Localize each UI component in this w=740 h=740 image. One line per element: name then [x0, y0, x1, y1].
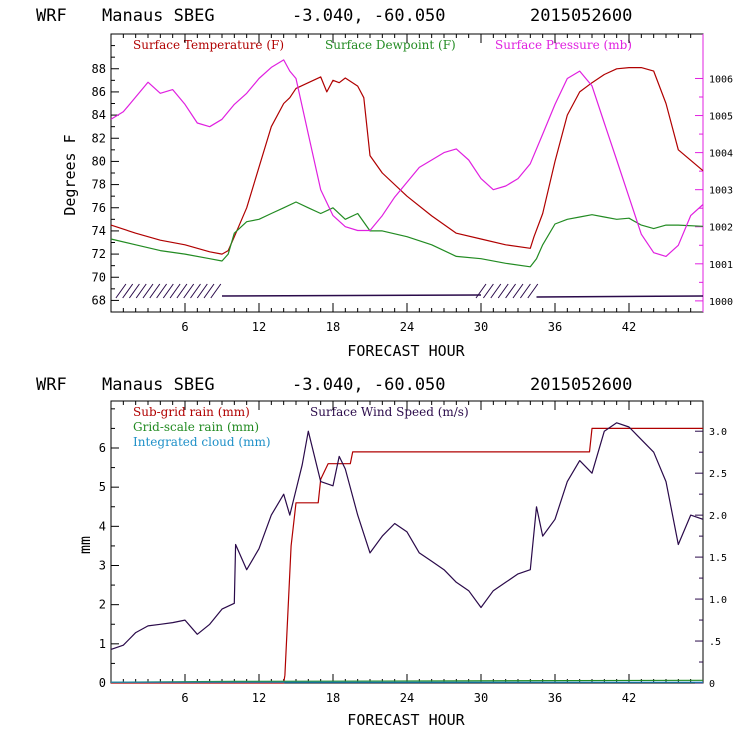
legend-subgrid-rain: Sub-grid rain (mm) [133, 405, 250, 419]
bottom-header-model: WRF [36, 375, 67, 395]
legend-dewpoint: Surface Dewpoint (F) [325, 38, 456, 52]
bottom-xtick-label: 6 [181, 691, 188, 705]
top-xlabel: FORECAST HOUR [347, 342, 465, 360]
bottom-header-station: Manaus SBEG [102, 375, 215, 395]
legend-wind-speed: Surface Wind Speed (m/s) [310, 405, 469, 419]
temperature-line [110, 67, 704, 255]
bottom-xtick-label: 12 [252, 691, 266, 705]
top-xtick-label: 12 [252, 320, 266, 334]
top-xtick-label: 30 [474, 320, 488, 334]
top-header-model: WRF [36, 6, 67, 26]
legend-temperature: Surface Temperature (F) [133, 38, 284, 52]
top-xtick-label: 6 [181, 320, 188, 334]
bottom-ytick-label: 5 [99, 480, 106, 494]
top-header: WRF Manaus SBEG -3.040, -60.050 20150526… [36, 6, 632, 26]
bottom-ylabel: mm [76, 536, 94, 554]
top-y2tick-label: 1005 [709, 112, 733, 123]
bottom-series [110, 422, 704, 684]
bottom-xtick-label: 30 [474, 691, 488, 705]
bottom-xtick-label: 36 [548, 691, 562, 705]
bottom-y2tick-label: .5 [709, 637, 721, 648]
legend-grid-rain: Grid-scale rain (mm) [133, 420, 259, 434]
top-header-init: 2015052600 [530, 6, 632, 26]
legend-pressure: Surface Pressure (mb) [495, 38, 632, 52]
wind-barb-strokes [115, 283, 539, 299]
bottom-ytick-label: 1 [99, 637, 106, 651]
top-y2tick-label: 1003 [709, 186, 733, 197]
top-series [110, 59, 704, 268]
top-ytick-label: 78 [92, 178, 106, 192]
top-ticks: 6 12 18 24 30 36 42 68 70 72 74 76 78 80 82 84 86 88 1000 1… [92, 33, 733, 334]
top-y2tick-label: 1000 [709, 297, 733, 308]
top-header-station: Manaus SBEG [102, 6, 215, 26]
top-header-coords: -3.040, -60.050 [292, 6, 446, 26]
top-legend: Surface Temperature (F) Surface Dewpoint… [133, 38, 632, 52]
bottom-y2tick-label: 2.0 [709, 511, 727, 522]
top-ytick-label: 68 [92, 293, 106, 307]
top-ytick-label: 74 [92, 224, 106, 238]
top-ytick-label: 80 [92, 154, 106, 168]
bottom-header-coords: -3.040, -60.050 [292, 375, 446, 395]
top-ytick-label: 70 [92, 270, 106, 284]
bottom-y2tick-label: 1.0 [709, 595, 727, 606]
bottom-ytick-label: 0 [99, 676, 106, 690]
bottom-header-init: 2015052600 [530, 375, 632, 395]
top-ytick-label: 82 [92, 131, 106, 145]
top-y2tick-label: 1006 [709, 74, 733, 85]
top-ytick-label: 76 [92, 201, 106, 215]
bottom-header: WRF Manaus SBEG -3.040, -60.050 20150526… [36, 375, 632, 395]
top-y2tick-label: 1002 [709, 223, 733, 234]
top-y2tick-label: 1004 [709, 149, 733, 160]
bottom-y2tick-label: 1.5 [709, 553, 727, 564]
subgrid-rain-line [111, 427, 703, 684]
bottom-ytick-label: 3 [99, 559, 106, 573]
pressure-line [110, 59, 704, 257]
dewpoint-line [110, 201, 704, 268]
top-xtick-label: 36 [548, 320, 562, 334]
wind-speed-line [110, 422, 704, 650]
bottom-y2tick-label: 3.0 [709, 427, 727, 438]
top-ylabel: Degrees F [61, 134, 79, 215]
top-xtick-label: 42 [622, 320, 636, 334]
bottom-ytick-label: 6 [99, 441, 106, 455]
bottom-legend: Sub-grid rain (mm) Surface Wind Speed (m… [133, 405, 469, 449]
bottom-xlabel: FORECAST HOUR [347, 711, 465, 729]
bottom-ytick-label: 4 [99, 519, 106, 533]
bottom-xtick-label: 24 [400, 691, 414, 705]
legend-cloud: Integrated cloud (mm) [133, 435, 271, 449]
top-ytick-label: 88 [92, 62, 106, 76]
wind-barbs [115, 283, 704, 299]
bottom-xtick-label: 18 [326, 691, 340, 705]
top-plot-frame [110, 33, 704, 313]
bottom-y2tick-label: 0 [709, 679, 715, 690]
top-y2tick-label: 1001 [709, 260, 733, 271]
bottom-y2tick-label: 2.5 [709, 469, 727, 480]
bottom-ytick-label: 2 [99, 598, 106, 612]
top-ytick-label: 86 [92, 85, 106, 99]
top-ytick-label: 72 [92, 247, 106, 261]
top-ytick-label: 84 [92, 108, 106, 122]
top-xtick-label: 18 [326, 320, 340, 334]
wind-barb-baseline [221, 294, 704, 298]
top-xtick-label: 24 [400, 320, 414, 334]
bottom-xtick-label: 42 [622, 691, 636, 705]
